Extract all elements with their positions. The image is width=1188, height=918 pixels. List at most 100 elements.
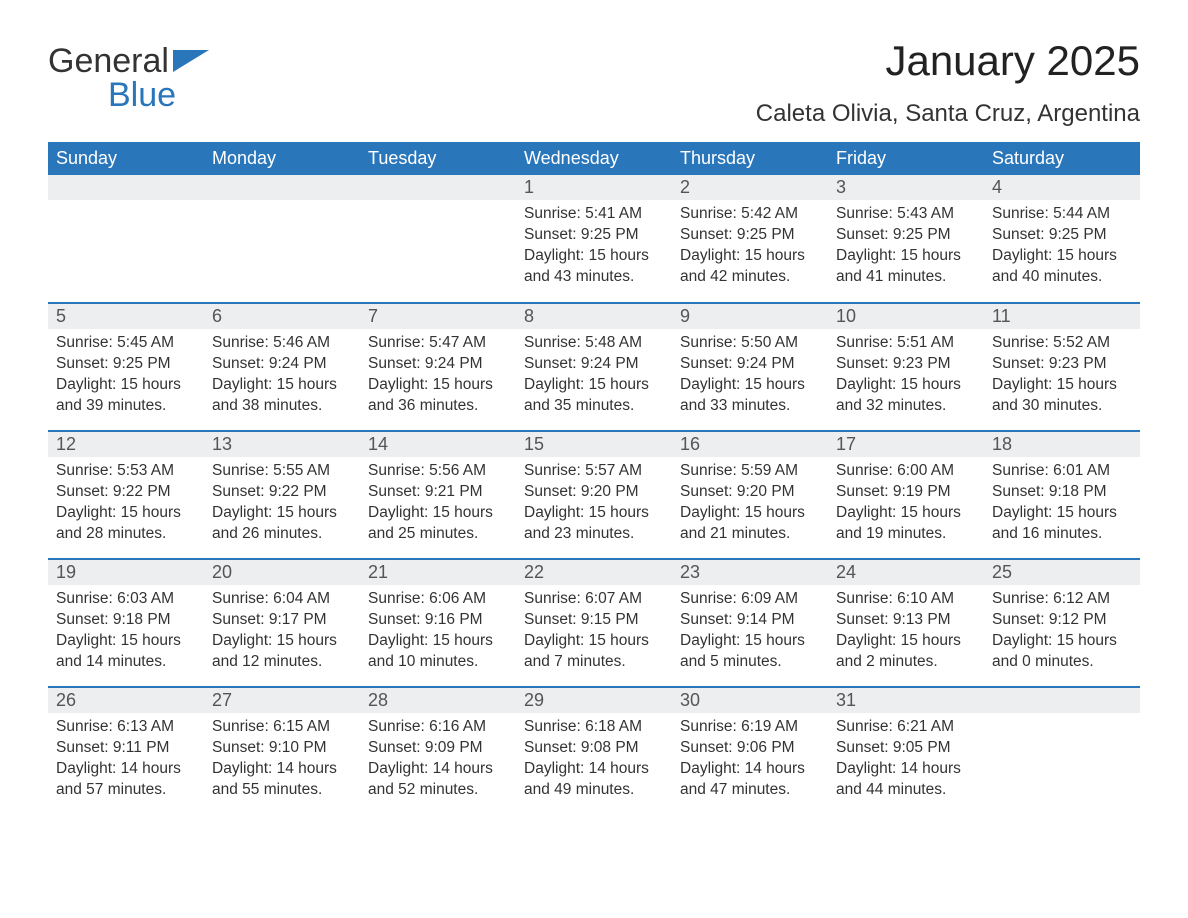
day-cell: 17Sunrise: 6:00 AMSunset: 9:19 PMDayligh… xyxy=(828,431,984,559)
daylight-text: Daylight: 15 hours and 16 minutes. xyxy=(992,503,1132,545)
sunset-text: Sunset: 9:23 PM xyxy=(836,354,976,375)
day-body: Sunrise: 5:48 AMSunset: 9:24 PMDaylight:… xyxy=(516,329,672,427)
sunset-text: Sunset: 9:05 PM xyxy=(836,738,976,759)
day-cell: 9Sunrise: 5:50 AMSunset: 9:24 PMDaylight… xyxy=(672,303,828,431)
day-number: 6 xyxy=(204,304,360,329)
day-body: Sunrise: 6:12 AMSunset: 9:12 PMDaylight:… xyxy=(984,585,1140,683)
sunrise-text: Sunrise: 6:04 AM xyxy=(212,589,352,610)
sunset-text: Sunset: 9:24 PM xyxy=(368,354,508,375)
day-cell: 6Sunrise: 5:46 AMSunset: 9:24 PMDaylight… xyxy=(204,303,360,431)
daylight-text: Daylight: 15 hours and 19 minutes. xyxy=(836,503,976,545)
sunrise-text: Sunrise: 6:16 AM xyxy=(368,717,508,738)
sunrise-text: Sunrise: 6:15 AM xyxy=(212,717,352,738)
day-number: 26 xyxy=(48,688,204,713)
sunrise-text: Sunrise: 6:09 AM xyxy=(680,589,820,610)
sunset-text: Sunset: 9:18 PM xyxy=(992,482,1132,503)
sunrise-text: Sunrise: 6:06 AM xyxy=(368,589,508,610)
day-cell: 10Sunrise: 5:51 AMSunset: 9:23 PMDayligh… xyxy=(828,303,984,431)
daylight-text: Daylight: 15 hours and 30 minutes. xyxy=(992,375,1132,417)
day-cell: 15Sunrise: 5:57 AMSunset: 9:20 PMDayligh… xyxy=(516,431,672,559)
sunset-text: Sunset: 9:22 PM xyxy=(212,482,352,503)
day-cell: 31Sunrise: 6:21 AMSunset: 9:05 PMDayligh… xyxy=(828,687,984,815)
daylight-text: Daylight: 15 hours and 43 minutes. xyxy=(524,246,664,288)
day-cell xyxy=(360,175,516,303)
sunset-text: Sunset: 9:06 PM xyxy=(680,738,820,759)
day-cell: 22Sunrise: 6:07 AMSunset: 9:15 PMDayligh… xyxy=(516,559,672,687)
day-cell: 18Sunrise: 6:01 AMSunset: 9:18 PMDayligh… xyxy=(984,431,1140,559)
day-body: Sunrise: 5:41 AMSunset: 9:25 PMDaylight:… xyxy=(516,200,672,298)
day-cell: 29Sunrise: 6:18 AMSunset: 9:08 PMDayligh… xyxy=(516,687,672,815)
sunrise-text: Sunrise: 5:50 AM xyxy=(680,333,820,354)
daylight-text: Daylight: 14 hours and 55 minutes. xyxy=(212,759,352,801)
day-body: Sunrise: 5:42 AMSunset: 9:25 PMDaylight:… xyxy=(672,200,828,298)
day-number: 10 xyxy=(828,304,984,329)
daylight-text: Daylight: 15 hours and 7 minutes. xyxy=(524,631,664,673)
day-number: 23 xyxy=(672,560,828,585)
sunrise-text: Sunrise: 5:48 AM xyxy=(524,333,664,354)
day-body xyxy=(204,200,360,214)
daylight-text: Daylight: 15 hours and 12 minutes. xyxy=(212,631,352,673)
sunrise-text: Sunrise: 6:19 AM xyxy=(680,717,820,738)
sunset-text: Sunset: 9:25 PM xyxy=(836,225,976,246)
sunrise-text: Sunrise: 5:45 AM xyxy=(56,333,196,354)
day-cell: 23Sunrise: 6:09 AMSunset: 9:14 PMDayligh… xyxy=(672,559,828,687)
day-body: Sunrise: 6:04 AMSunset: 9:17 PMDaylight:… xyxy=(204,585,360,683)
day-number: 1 xyxy=(516,175,672,200)
day-number xyxy=(984,688,1140,713)
logo: GeneralBlue xyxy=(48,40,209,112)
day-body: Sunrise: 5:55 AMSunset: 9:22 PMDaylight:… xyxy=(204,457,360,555)
day-number: 28 xyxy=(360,688,516,713)
daylight-text: Daylight: 15 hours and 0 minutes. xyxy=(992,631,1132,673)
sunset-text: Sunset: 9:08 PM xyxy=(524,738,664,759)
day-cell: 25Sunrise: 6:12 AMSunset: 9:12 PMDayligh… xyxy=(984,559,1140,687)
week-row: 1Sunrise: 5:41 AMSunset: 9:25 PMDaylight… xyxy=(48,175,1140,303)
day-cell xyxy=(984,687,1140,815)
day-body: Sunrise: 6:07 AMSunset: 9:15 PMDaylight:… xyxy=(516,585,672,683)
daylight-text: Daylight: 15 hours and 28 minutes. xyxy=(56,503,196,545)
day-number: 14 xyxy=(360,432,516,457)
daylight-text: Daylight: 15 hours and 23 minutes. xyxy=(524,503,664,545)
daylight-text: Daylight: 14 hours and 44 minutes. xyxy=(836,759,976,801)
day-number xyxy=(360,175,516,200)
day-cell: 4Sunrise: 5:44 AMSunset: 9:25 PMDaylight… xyxy=(984,175,1140,303)
daylight-text: Daylight: 15 hours and 25 minutes. xyxy=(368,503,508,545)
day-number: 3 xyxy=(828,175,984,200)
day-body xyxy=(48,200,204,214)
page-subtitle: Caleta Olivia, Santa Cruz, Argentina xyxy=(756,100,1140,128)
day-body: Sunrise: 5:50 AMSunset: 9:24 PMDaylight:… xyxy=(672,329,828,427)
day-number: 8 xyxy=(516,304,672,329)
col-tuesday: Tuesday xyxy=(360,142,516,175)
daylight-text: Daylight: 15 hours and 14 minutes. xyxy=(56,631,196,673)
day-number: 4 xyxy=(984,175,1140,200)
day-cell xyxy=(48,175,204,303)
daylight-text: Daylight: 15 hours and 21 minutes. xyxy=(680,503,820,545)
day-number: 31 xyxy=(828,688,984,713)
sunset-text: Sunset: 9:24 PM xyxy=(524,354,664,375)
daylight-text: Daylight: 14 hours and 57 minutes. xyxy=(56,759,196,801)
page-title: January 2025 xyxy=(756,40,1140,82)
logo-word1: General xyxy=(48,42,169,80)
sunrise-text: Sunrise: 5:55 AM xyxy=(212,461,352,482)
sunset-text: Sunset: 9:10 PM xyxy=(212,738,352,759)
header: GeneralBlue January 2025 Caleta Olivia, … xyxy=(48,40,1140,138)
sunset-text: Sunset: 9:25 PM xyxy=(680,225,820,246)
sunrise-text: Sunrise: 5:41 AM xyxy=(524,204,664,225)
sunrise-text: Sunrise: 5:47 AM xyxy=(368,333,508,354)
day-body xyxy=(984,713,1140,727)
col-saturday: Saturday xyxy=(984,142,1140,175)
week-row: 19Sunrise: 6:03 AMSunset: 9:18 PMDayligh… xyxy=(48,559,1140,687)
day-cell: 11Sunrise: 5:52 AMSunset: 9:23 PMDayligh… xyxy=(984,303,1140,431)
sunset-text: Sunset: 9:25 PM xyxy=(524,225,664,246)
day-body: Sunrise: 6:01 AMSunset: 9:18 PMDaylight:… xyxy=(984,457,1140,555)
daylight-text: Daylight: 14 hours and 47 minutes. xyxy=(680,759,820,801)
sunset-text: Sunset: 9:24 PM xyxy=(212,354,352,375)
sunrise-text: Sunrise: 5:42 AM xyxy=(680,204,820,225)
daylight-text: Daylight: 15 hours and 35 minutes. xyxy=(524,375,664,417)
day-number: 5 xyxy=(48,304,204,329)
day-body: Sunrise: 5:53 AMSunset: 9:22 PMDaylight:… xyxy=(48,457,204,555)
day-cell: 21Sunrise: 6:06 AMSunset: 9:16 PMDayligh… xyxy=(360,559,516,687)
day-body: Sunrise: 6:06 AMSunset: 9:16 PMDaylight:… xyxy=(360,585,516,683)
day-cell: 13Sunrise: 5:55 AMSunset: 9:22 PMDayligh… xyxy=(204,431,360,559)
day-number: 7 xyxy=(360,304,516,329)
day-body: Sunrise: 5:51 AMSunset: 9:23 PMDaylight:… xyxy=(828,329,984,427)
